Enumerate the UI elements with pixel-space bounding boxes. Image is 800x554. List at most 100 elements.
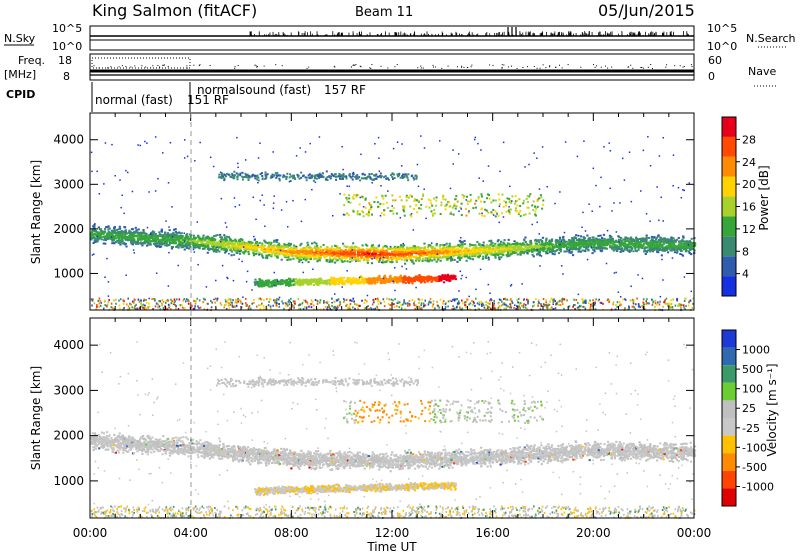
nsearch-tick-bottom: 10^0 [707,40,737,53]
cell [396,248,399,251]
cell [267,254,270,257]
cell [469,243,472,246]
cell [168,239,171,242]
freq-dot [394,66,396,68]
cell [689,241,693,244]
cell [539,238,542,241]
cell [108,235,112,238]
cell [119,241,122,244]
cell [680,239,684,242]
cell [115,234,118,237]
cell [424,257,427,260]
cell [605,240,608,243]
cell [665,247,668,250]
cell [575,248,578,251]
cell [247,246,250,249]
cell [449,247,453,250]
cell [111,238,114,241]
cell [275,239,278,242]
cell [400,258,403,261]
cell [437,275,441,278]
cell [191,241,194,244]
cell [362,257,366,260]
cell [221,246,224,249]
cell [368,249,371,252]
cell [579,235,583,238]
cell [220,237,223,240]
cell [294,255,297,258]
cell [370,247,373,250]
cell [158,239,161,242]
cell [393,245,397,248]
cell [563,250,566,253]
cell [603,243,606,246]
cell [480,244,483,247]
cell [174,228,177,231]
cell [507,238,510,241]
cell [252,254,256,257]
cell [154,237,157,240]
cell [465,259,468,262]
cell [90,234,93,237]
cell [316,244,319,247]
cell [622,250,625,253]
cell [196,240,199,243]
cell [477,252,480,255]
cell [644,240,647,243]
cell [236,249,239,252]
cell [657,238,661,241]
cell [411,259,414,262]
cell [571,248,574,251]
freq-dot [600,66,602,68]
cell [453,250,456,253]
cell [437,258,440,261]
cell [401,251,404,254]
cell [263,251,266,254]
cell [551,250,554,253]
cell [426,260,429,263]
cell [187,244,190,247]
cell [663,240,666,243]
cell [253,243,257,246]
cell [521,247,524,250]
cell [589,238,592,241]
cell [128,234,132,237]
cell [623,244,627,247]
freq-dot [354,64,356,66]
cell [496,245,499,248]
cell [681,245,684,248]
cell [354,253,357,256]
cell [610,240,613,243]
cell [466,250,469,253]
cell [346,252,349,255]
cell [197,239,200,242]
cell [135,229,138,232]
cell [556,241,559,244]
cell [338,252,341,255]
cell [253,247,256,250]
cell [264,250,268,253]
cell [390,256,393,259]
cell [578,245,581,248]
cell [628,249,631,252]
cell [574,241,577,244]
cell [677,247,681,250]
cell [636,240,639,243]
cell [258,252,261,255]
cell [444,252,447,255]
cell [118,237,121,240]
cell [535,242,538,245]
cell [279,279,282,282]
cell [402,255,405,258]
cell [338,250,342,253]
cell [174,236,177,239]
cell [306,250,309,253]
cell [255,241,258,244]
cell [652,243,655,246]
cell [238,240,241,243]
cell [229,241,232,244]
cell [192,243,195,246]
cell [219,236,222,239]
cell [169,235,173,238]
cell [587,244,590,247]
